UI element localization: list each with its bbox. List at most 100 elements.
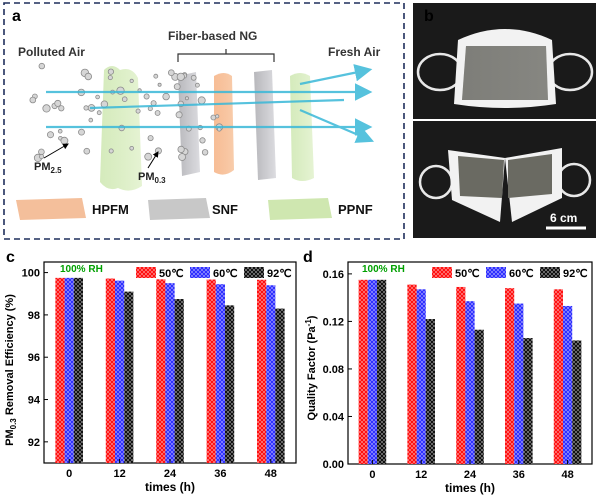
legend-label: 50℃ [159,268,184,280]
particle [60,136,69,145]
snf-legend-label: SNF [212,202,238,217]
snf-layer-2 [254,70,276,180]
particle [190,74,197,81]
panel-d-label: d [303,249,313,266]
particle [83,147,91,155]
pm25-label: PM2.5 [34,161,62,175]
x-tick-label: 48 [265,468,277,480]
bar [165,283,175,463]
y-tick-label: 0.08 [323,364,344,376]
panel-a-label: a [12,8,21,25]
x-axis-label: times (h) [445,481,495,495]
y-tick-label: 0.16 [323,269,344,281]
bar [215,284,225,463]
particle [154,110,161,116]
chart-d-ylabel: Quality Factor (Pa-1) [304,315,318,420]
bar [358,279,368,464]
particle [54,99,62,107]
particle [42,104,51,113]
particle [173,83,181,90]
x-tick-label: 36 [214,468,226,480]
particle [57,128,63,134]
particle [83,105,89,111]
panel-a: a Polluted Air Fiber-based NG Fresh Air … [3,2,405,240]
particle [210,114,217,121]
bar [225,305,235,463]
hpfm-legend-label: HPFM [92,202,129,217]
bar [425,319,435,464]
particle [129,146,135,151]
x-tick-label: 48 [561,469,573,481]
bar [563,305,573,464]
panel-b-label: b [424,8,434,25]
particle [108,148,114,154]
particle [157,82,162,87]
particle [116,86,125,95]
legend-label: 92℃ [563,268,588,280]
bar [474,329,484,464]
polluted-air-label: Polluted Air [18,45,85,59]
y-tick-label: 0.00 [323,459,344,471]
ppnf-legend-label: PPNF [338,202,373,217]
y-tick-label: 94 [28,395,41,407]
photo-bottom [413,121,596,238]
particle [84,72,92,81]
x-tick-label: 12 [415,469,427,481]
y-tick-label: 96 [28,352,40,364]
legend-swatch [486,267,506,278]
chart-d-rh-annotation: 100% RH [362,264,405,275]
snf-swatch [148,198,210,220]
chart-c: c PM0.3 Removal Efficiency (%) 100% RH 9… [4,249,297,494]
x-tick-label: 0 [66,468,72,480]
legend-label: 60℃ [213,268,238,280]
bar [124,291,134,463]
chart-d: d Quality Factor (Pa-1) 100% RH 0.00 0.04… [303,249,593,495]
bar [105,278,115,463]
x-axis-label: times (h) [145,480,195,494]
fiber-ng-label: Fiber-based NG [168,29,257,43]
panel-c-label: c [6,249,15,266]
pm25-pointer [43,143,69,159]
x-tick-label: 24 [164,468,177,480]
particle [47,131,55,139]
bar [73,277,83,463]
legend-label: 50℃ [455,268,480,280]
bar [156,279,166,463]
bar [64,277,74,463]
pm03-label: PM0.3 [138,171,166,185]
particle [96,110,102,116]
x-tick-label: 0 [369,469,375,481]
bar [523,338,533,464]
bar [456,286,466,464]
bar [275,308,285,463]
particle [197,96,206,105]
particle [143,93,150,100]
fiber-ng-bracket [177,49,275,62]
bar [553,289,563,464]
airflow-arrows [46,64,375,143]
bar [206,279,216,463]
particle [107,68,115,75]
particles [29,62,224,162]
y-tick-label: 92 [28,437,40,449]
particle [199,137,206,144]
bar [377,279,387,464]
bar [367,279,377,464]
pm03-pointer [147,151,159,169]
y-tick-label: 100 [22,268,40,280]
particle [29,96,37,104]
bar [55,277,65,463]
fresh-air-label: Fresh Air [328,45,381,59]
particle [154,147,162,155]
particle [153,73,159,79]
particle [135,108,141,114]
chart-c-rh-annotation: 100% RH [60,264,103,275]
particle [162,92,170,101]
particle [88,117,94,123]
legend-swatch [432,267,452,278]
legend-label: 60℃ [509,268,534,280]
y-tick-label: 98 [28,310,40,322]
legend-swatch [190,267,210,278]
scale-bar-label: 6 cm [550,211,577,225]
